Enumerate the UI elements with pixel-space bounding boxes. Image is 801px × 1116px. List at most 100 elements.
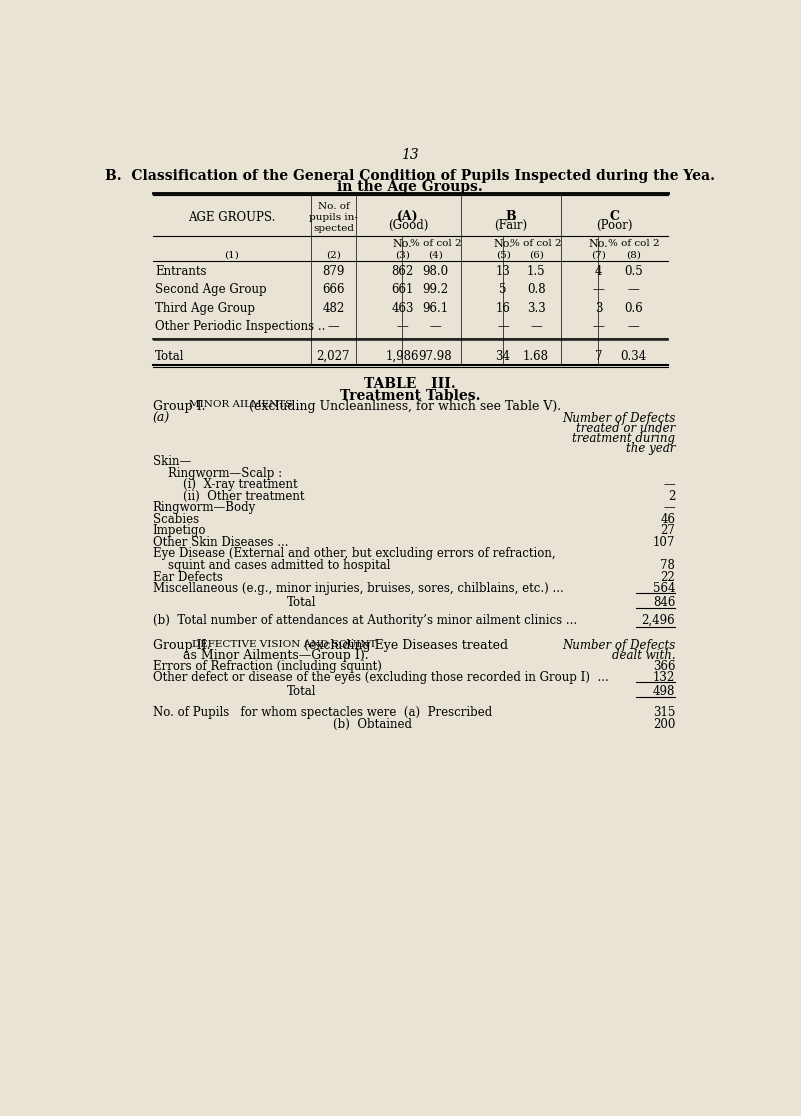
- Text: (excluding Uncleanliness, for which see Table V).: (excluding Uncleanliness, for which see …: [245, 401, 562, 413]
- Text: TABLE   III.: TABLE III.: [364, 377, 456, 392]
- Text: % of col 2: % of col 2: [409, 240, 461, 249]
- Text: Errors of Refraction (including squint): Errors of Refraction (including squint): [153, 660, 382, 673]
- Text: 98.0: 98.0: [422, 264, 449, 278]
- Text: (8): (8): [626, 250, 641, 259]
- Text: Group I.: Group I.: [153, 401, 205, 413]
- Text: 1,986: 1,986: [385, 349, 419, 363]
- Text: dealt with.: dealt with.: [611, 650, 675, 662]
- Text: (6): (6): [529, 250, 544, 259]
- Text: (Fair): (Fair): [494, 220, 527, 232]
- Text: 3: 3: [594, 301, 602, 315]
- Text: Ringworm—Scalp :: Ringworm—Scalp :: [153, 466, 282, 480]
- Text: % of col 2: % of col 2: [510, 240, 562, 249]
- Text: 482: 482: [322, 301, 344, 315]
- Text: (5): (5): [496, 250, 510, 259]
- Text: 2,496: 2,496: [642, 614, 675, 626]
- Text: —: —: [497, 320, 509, 334]
- Text: —: —: [627, 283, 639, 297]
- Text: 666: 666: [322, 283, 344, 297]
- Text: Ear Defects: Ear Defects: [153, 570, 223, 584]
- Text: Entrants: Entrants: [155, 264, 207, 278]
- Text: 463: 463: [391, 301, 413, 315]
- Text: 132: 132: [653, 672, 675, 684]
- Text: Miscellaneous (e.g., minor injuries, bruises, sores, chilblains, etc.) ...: Miscellaneous (e.g., minor injuries, bru…: [153, 583, 564, 595]
- Text: —: —: [328, 320, 340, 334]
- Text: squint and cases admitted to hospital: squint and cases admitted to hospital: [153, 559, 390, 573]
- Text: 107: 107: [653, 536, 675, 549]
- Text: (excluding Eye Diseases treated: (excluding Eye Diseases treated: [300, 639, 508, 652]
- Text: 200: 200: [653, 718, 675, 731]
- Text: 366: 366: [653, 660, 675, 673]
- Text: AGE GROUPS.: AGE GROUPS.: [188, 211, 276, 224]
- Text: —: —: [663, 501, 675, 514]
- Text: —: —: [663, 478, 675, 491]
- Text: 1.5: 1.5: [527, 264, 545, 278]
- Text: 34: 34: [496, 349, 510, 363]
- Text: (a): (a): [153, 412, 170, 425]
- Text: (b)  Obtained: (b) Obtained: [153, 718, 412, 731]
- Text: 564: 564: [653, 583, 675, 595]
- Text: % of col 2: % of col 2: [607, 240, 659, 249]
- Text: 1.68: 1.68: [523, 349, 549, 363]
- Text: 498: 498: [653, 685, 675, 699]
- Text: 846: 846: [653, 596, 675, 609]
- Text: (3): (3): [395, 250, 410, 259]
- Text: 0.6: 0.6: [624, 301, 642, 315]
- Text: No.: No.: [392, 240, 413, 249]
- Text: 7: 7: [594, 349, 602, 363]
- Text: No.: No.: [493, 240, 513, 249]
- Text: Other Periodic Inspections ..: Other Periodic Inspections ..: [155, 320, 325, 334]
- Text: 27: 27: [660, 525, 675, 537]
- Text: in the Age Groups.: in the Age Groups.: [337, 180, 483, 194]
- Text: —: —: [593, 320, 604, 334]
- Text: No. of Pupils   for whom spectacles were  (a)  Prescribed: No. of Pupils for whom spectacles were (…: [153, 706, 492, 719]
- Text: Scabies: Scabies: [153, 512, 199, 526]
- Text: as Minor Ailments—Group I).: as Minor Ailments—Group I).: [167, 650, 368, 662]
- Text: 2: 2: [668, 490, 675, 502]
- Text: (4): (4): [428, 250, 443, 259]
- Text: 879: 879: [322, 264, 344, 278]
- Text: 46: 46: [660, 512, 675, 526]
- Text: (Poor): (Poor): [597, 220, 633, 232]
- Text: (7): (7): [591, 250, 606, 259]
- Text: (1): (1): [224, 250, 239, 259]
- Text: C: C: [610, 210, 620, 223]
- Text: —: —: [396, 320, 409, 334]
- Text: Second Age Group: Second Age Group: [155, 283, 267, 297]
- Text: 0.34: 0.34: [620, 349, 646, 363]
- Text: (ii)  Other treatment: (ii) Other treatment: [153, 490, 304, 502]
- Text: 99.2: 99.2: [422, 283, 449, 297]
- Text: Impetigo: Impetigo: [153, 525, 207, 537]
- Text: Ringworm—Body: Ringworm—Body: [153, 501, 256, 514]
- Text: Third Age Group: Third Age Group: [155, 301, 256, 315]
- Text: —: —: [593, 283, 604, 297]
- Text: 16: 16: [496, 301, 510, 315]
- Text: (A): (A): [397, 210, 419, 223]
- Text: (Good): (Good): [388, 220, 429, 232]
- Text: 13: 13: [401, 147, 419, 162]
- Text: Group II.: Group II.: [153, 639, 211, 652]
- Text: (b)  Total number of attendances at Authority’s minor ailment clinics ...: (b) Total number of attendances at Autho…: [153, 614, 577, 626]
- Text: 97.98: 97.98: [418, 349, 452, 363]
- Text: 96.1: 96.1: [422, 301, 449, 315]
- Text: Number of Defects: Number of Defects: [562, 412, 675, 425]
- Text: treatment during: treatment during: [572, 432, 675, 445]
- Text: Treatment Tables.: Treatment Tables.: [340, 388, 481, 403]
- Text: 3.3: 3.3: [527, 301, 545, 315]
- Text: —: —: [530, 320, 542, 334]
- Text: treated or under: treated or under: [576, 422, 675, 435]
- Text: 315: 315: [653, 706, 675, 719]
- Text: Number of Defects: Number of Defects: [562, 639, 675, 652]
- Text: 78: 78: [660, 559, 675, 573]
- Text: DEFECTIVE VISION AND SQUINT: DEFECTIVE VISION AND SQUINT: [191, 639, 376, 648]
- Text: 2,027: 2,027: [316, 349, 350, 363]
- Text: (i)  X-ray treatment: (i) X-ray treatment: [153, 478, 297, 491]
- Text: Total: Total: [155, 349, 185, 363]
- Text: 0.8: 0.8: [527, 283, 545, 297]
- Text: B: B: [505, 210, 516, 223]
- Text: 13: 13: [496, 264, 510, 278]
- Text: Total: Total: [287, 596, 316, 609]
- Text: —: —: [627, 320, 639, 334]
- Text: B.  Classification of the General Condition of Pupils Inspected during the Yea.: B. Classification of the General Conditi…: [105, 170, 715, 183]
- Text: 661: 661: [391, 283, 413, 297]
